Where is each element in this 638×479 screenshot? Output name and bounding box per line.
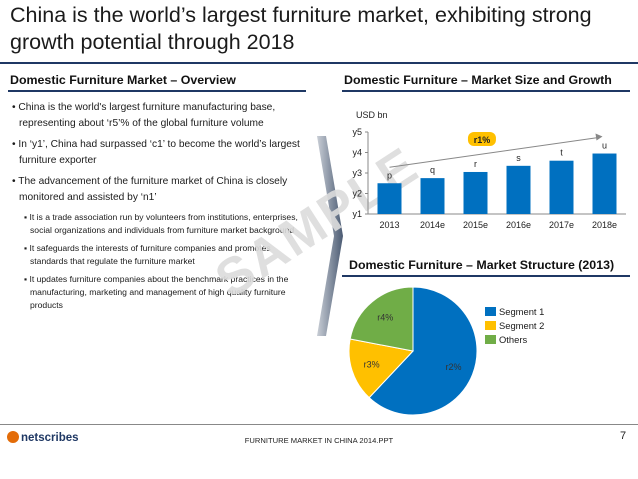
bar-heading-rule [342,90,630,92]
x-tick-label: 2013 [379,220,399,230]
pie-heading-rule [342,275,630,277]
legend-swatch [485,321,496,330]
growth-badge [467,132,496,146]
sub-bullet-item: ▪ It updates furniture companies about t… [24,274,289,310]
y-tick-label: y4 [352,148,362,158]
y-unit-label: USD bn [356,110,388,120]
bar [377,183,402,214]
y-tick-label: y3 [352,168,362,178]
overview-heading: Domestic Furniture Market – Overview [10,73,236,87]
bar [592,153,617,214]
legend-swatch [485,307,496,316]
bar-chart-heading: Domestic Furniture – Market Size and Gro… [344,73,612,87]
bullet-item: • The advancement of the furniture marke… [12,176,288,203]
footer-divider [0,424,638,425]
bar [420,178,445,214]
bar-data-label: u [602,141,607,151]
netscribes-logo: netscribes [7,431,79,444]
page-number: 7 [620,430,627,442]
x-tick-label: 2014e [420,220,445,230]
pie-slice [348,338,414,399]
footer-filename: FURNITURE MARKET IN CHINA 2014.PPT [244,436,394,445]
x-tick-label: 2015e [463,220,488,230]
legend-item-segment-1: Segment 1 [485,306,544,319]
bar [549,160,574,214]
pie-legend: Segment 1 Segment 2 Others [485,306,544,348]
bullet-item: • In ‘y1’, China had surpassed ‘c1’ to b… [12,139,300,166]
pie-slice-label: r4% [377,312,393,322]
logo-mark-icon [7,431,19,443]
market-structure-pie-chart: r2% r3% r4% [348,286,478,416]
bar [506,165,531,214]
bullet-item: • China is the world's largest furniture… [12,102,276,129]
pie-slice-label: r3% [364,359,380,369]
bar-data-label: t [560,148,563,158]
pie-slice [349,286,414,352]
pie-slice [368,286,478,416]
bar-data-label: r [474,159,477,169]
growth-label: r1% [474,135,491,145]
growth-arrow-head [595,133,603,141]
pie-chart-heading: Domestic Furniture – Market Structure (2… [349,258,615,272]
bar-data-label: q [430,165,435,175]
x-tick-label: 2018e [592,220,617,230]
page-title: China is the world’s largest furniture m… [10,3,592,54]
title-underline [0,62,638,64]
bar-data-label: p [387,170,392,180]
chevron-arrow-icon [317,136,343,336]
y-tick-label: y5 [352,127,362,137]
overview-heading-rule [8,90,306,92]
sub-bullet-item: ▪ It safeguards the interests of furnitu… [24,243,271,266]
x-tick-label: 2016e [506,220,531,230]
sub-bullet-item: ▪ It is a trade association run by volun… [24,212,298,235]
legend-item-segment-2: Segment 2 [485,320,544,333]
x-tick-label: 2017e [549,220,574,230]
legend-item-others: Others [485,334,544,347]
growth-arrow-line [389,137,599,168]
pie-slice-label: r2% [445,362,461,372]
overview-bullets: • China is the world's largest furniture… [12,100,302,317]
y-tick-label: y1 [352,209,362,219]
legend-swatch [485,335,496,344]
market-size-bar-chart: USD bn y1 y2 y3 y4 y5 p 2013 q 2014e r 2015e s 2016e t… [352,110,626,230]
y-tick-label: y2 [352,189,362,199]
bar-data-label: s [516,153,521,163]
bar [463,171,488,214]
